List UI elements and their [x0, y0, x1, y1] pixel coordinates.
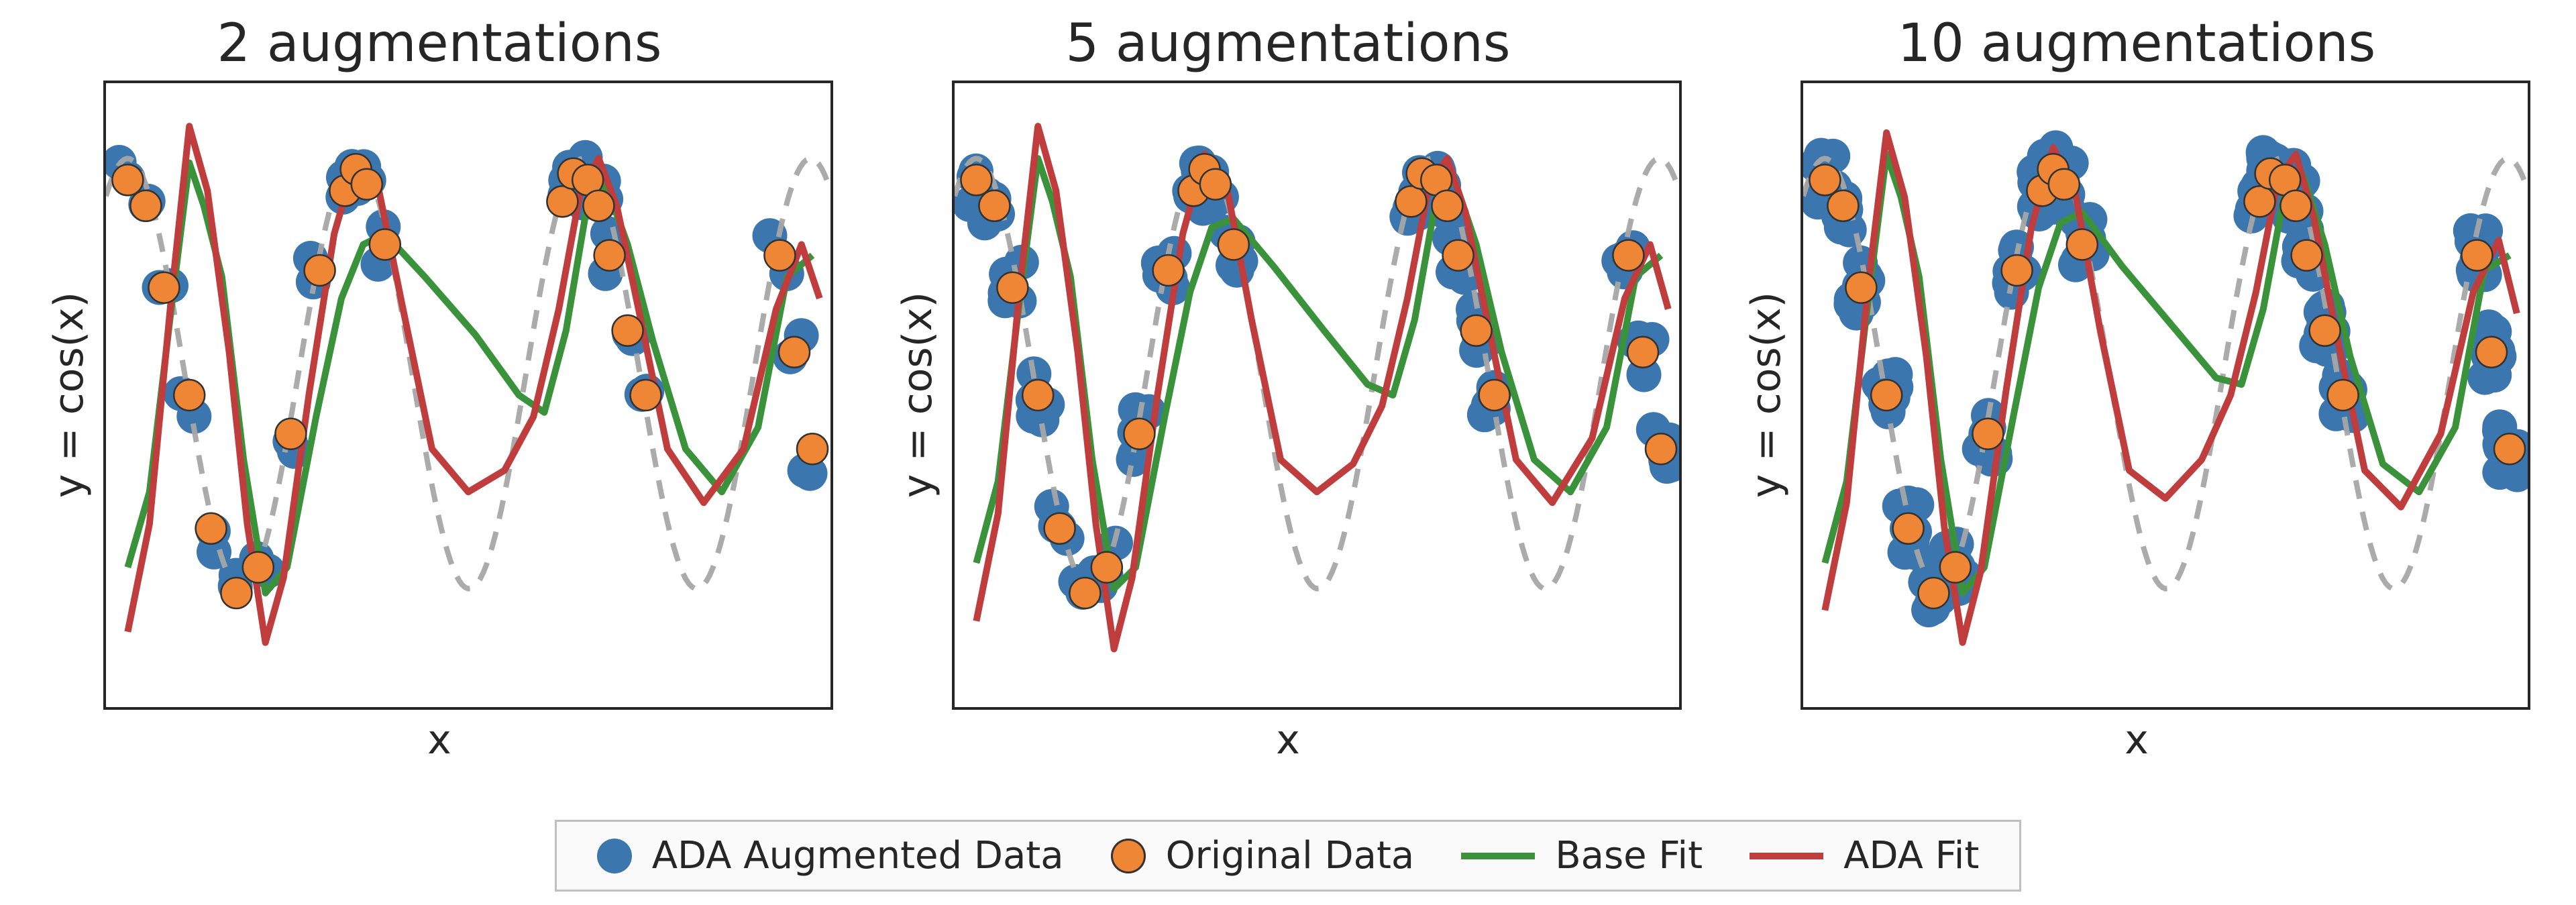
orig-point [370, 229, 400, 260]
legend-line-icon [1461, 853, 1535, 859]
plot-row: y = cos(x) [46, 81, 833, 710]
orig-point [148, 272, 179, 303]
orig-point [2067, 229, 2098, 260]
legend-item-1: Original Data [1111, 834, 1415, 877]
orig-point [352, 169, 382, 200]
legend-item-2: Base Fit [1461, 834, 1703, 877]
xlabel: x [2125, 716, 2149, 763]
orig-point [130, 191, 161, 221]
legend-label: ADA Augmented Data [652, 834, 1064, 877]
orig-point [631, 380, 661, 411]
orig-point [779, 337, 810, 368]
legend-line-icon [1750, 853, 1823, 859]
orig-point [174, 380, 205, 411]
legend-label: Original Data [1166, 834, 1415, 877]
plot-svg [106, 83, 830, 707]
panel-title: 10 augmentations [1898, 13, 2376, 74]
orig-point [547, 186, 578, 217]
plot-svg [955, 83, 1679, 707]
orig-point [2310, 315, 2341, 346]
orig-point [612, 315, 643, 346]
ada-augmented-points [1803, 130, 2528, 627]
orig-point [221, 578, 252, 608]
panel-2: 10 augmentations y = cos(x) x [1724, 13, 2549, 804]
orig-point [243, 552, 274, 583]
orig-point [961, 164, 991, 195]
orig-point [997, 272, 1028, 303]
orig-point [2002, 255, 2033, 286]
orig-point [1627, 337, 1658, 368]
xlabel: x [1276, 716, 1300, 763]
legend-label: Base Fit [1555, 834, 1703, 877]
orig-point [2049, 169, 2080, 200]
orig-point [1022, 380, 1053, 411]
plot-area [103, 81, 833, 710]
legend-item-0: ADA Augmented Data [597, 834, 1064, 877]
orig-point [2476, 337, 2507, 368]
orig-point [2461, 240, 2492, 271]
orig-point [1091, 552, 1122, 583]
orig-point [112, 164, 143, 195]
figure: 2 augmentationsy = cos(x)x5 augmentation… [0, 0, 2576, 905]
panels-row: 2 augmentationsy = cos(x)x5 augmentation… [27, 13, 2549, 804]
panel-title: 2 augmentations [217, 13, 662, 74]
orig-point [1940, 552, 1971, 583]
orig-point [1613, 240, 1644, 271]
plot-row: y = cos(x) [1743, 81, 2530, 710]
plot-area [952, 81, 1682, 710]
orig-point [196, 513, 227, 544]
ylabel: y = cos(x) [1743, 292, 1790, 498]
legend: ADA Augmented Data Original Data Base Fit A… [555, 820, 2022, 892]
orig-point [2494, 433, 2525, 464]
orig-point [305, 255, 335, 286]
plot-row: y = cos(x) [894, 81, 1682, 710]
orig-point [275, 419, 306, 449]
orig-point [1069, 578, 1100, 608]
plot-area [1801, 81, 2530, 710]
legend-label: ADA Fit [1843, 834, 1979, 877]
orig-point [583, 191, 614, 221]
orig-point [1972, 419, 2003, 449]
orig-point [2280, 191, 2311, 221]
orig-point [1809, 164, 1840, 195]
orig-point [1827, 191, 1858, 221]
panel-title: 5 augmentations [1066, 13, 1511, 74]
orig-point [1845, 272, 1876, 303]
panel-0: 2 augmentations y = cos(x) x [27, 13, 852, 804]
orig-point [797, 433, 828, 464]
orig-point [1893, 513, 1924, 544]
orig-point [979, 191, 1010, 221]
orig-point [1443, 240, 1474, 271]
orig-point [1918, 578, 1949, 608]
orig-point [764, 240, 795, 271]
orig-point [1395, 186, 1426, 217]
orig-point [1124, 419, 1155, 449]
orig-point [1200, 169, 1231, 200]
orig-point [1461, 315, 1492, 346]
panel-1: 5 augmentations y = cos(x) x [875, 13, 1701, 804]
ylabel: y = cos(x) [894, 292, 941, 498]
orig-point [1218, 229, 1249, 260]
xlabel: x [427, 716, 451, 763]
orig-point [2328, 380, 2359, 411]
orig-point [1871, 380, 1902, 411]
orig-point [1153, 255, 1184, 286]
orig-point [1646, 433, 1676, 464]
orig-point [1432, 191, 1462, 221]
orig-point [1044, 513, 1075, 544]
legend-item-3: ADA Fit [1750, 834, 1979, 877]
ylabel: y = cos(x) [46, 292, 93, 498]
legend-marker-icon [1111, 839, 1146, 873]
legend-marker-icon [597, 839, 632, 873]
orig-point [2292, 240, 2322, 271]
orig-point [594, 240, 625, 271]
orig-point [1479, 380, 1510, 411]
orig-point [2244, 186, 2275, 217]
plot-svg [1803, 83, 2528, 707]
